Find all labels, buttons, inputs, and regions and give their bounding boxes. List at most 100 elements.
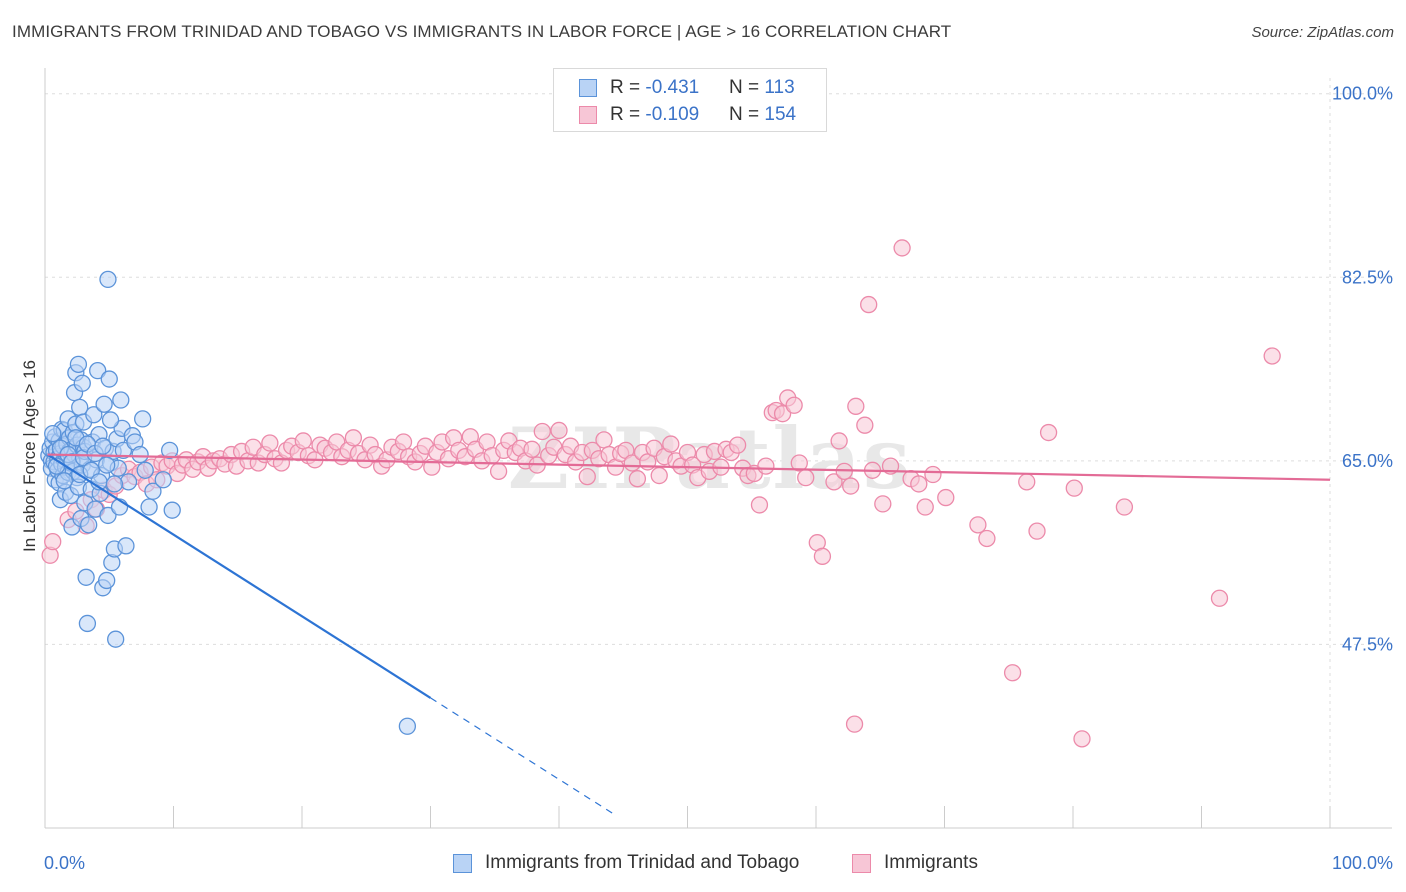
bottom-legend-swatch-pink bbox=[852, 854, 871, 873]
chart-source: Source: ZipAtlas.com bbox=[1251, 24, 1394, 41]
legend-swatch-pink bbox=[579, 106, 597, 124]
legend-r-value: -0.109 bbox=[645, 104, 700, 125]
legend-r: R = -0.109 bbox=[610, 104, 699, 126]
trinidad-tobago-point bbox=[89, 362, 107, 380]
trinidad-tobago-point bbox=[107, 630, 125, 648]
trinidad-tobago-point bbox=[100, 370, 118, 388]
legend-r-label: R = bbox=[610, 77, 646, 98]
immigrants-point bbox=[728, 436, 747, 454]
immigrants-point bbox=[797, 469, 815, 487]
trinidad-tobago-point bbox=[73, 374, 91, 392]
trinidad-tobago-point bbox=[71, 398, 89, 417]
immigrants-point bbox=[978, 529, 996, 548]
legend-row-immigrants: R = -0.109 N = 154 bbox=[554, 102, 826, 128]
trinidad-tobago-point bbox=[160, 441, 179, 460]
immigrants-point bbox=[790, 454, 808, 472]
immigrants-point bbox=[550, 421, 568, 440]
trinidad-tobago-point bbox=[105, 475, 124, 493]
trinidad-tobago-point bbox=[98, 456, 116, 474]
immigrants-point bbox=[1003, 664, 1022, 682]
x-tick-label: 100.0% bbox=[1332, 853, 1393, 873]
immigrants-point bbox=[1115, 498, 1134, 516]
immigrants-point bbox=[1263, 347, 1281, 365]
immigrants-point bbox=[773, 405, 792, 423]
immigrants-point bbox=[924, 465, 942, 484]
trinidad-tobago-point bbox=[112, 391, 130, 409]
immigrants-point bbox=[533, 422, 551, 441]
trinidad-tobago-point bbox=[163, 501, 181, 519]
immigrants-point bbox=[910, 475, 928, 493]
immigrants-point bbox=[845, 715, 864, 733]
immigrants-point bbox=[860, 295, 878, 314]
trinidad-tobago-point bbox=[114, 441, 133, 460]
trinidad-tobago-point bbox=[95, 395, 113, 413]
trinidad-tobago-point bbox=[78, 614, 97, 633]
immigrants-point bbox=[969, 516, 987, 534]
trinidad-tobago-point bbox=[69, 355, 88, 374]
legend-r: R = -0.431 bbox=[610, 77, 699, 99]
y-tick-label: 47.5% bbox=[1342, 634, 1393, 654]
bottom-legend-swatch-blue bbox=[453, 854, 472, 873]
immigrants-point bbox=[394, 433, 413, 451]
trinidad-tobago-point bbox=[134, 410, 152, 428]
trend-lines bbox=[46, 453, 1331, 815]
y-tick-label: 100.0% bbox=[1332, 84, 1393, 104]
immigrants-point bbox=[662, 435, 680, 453]
trinidad-tobago-point bbox=[94, 437, 112, 455]
trinidad-tobago-point bbox=[140, 498, 158, 516]
trinidad-tobago-trend-extension bbox=[430, 697, 615, 815]
trinidad-tobago-point bbox=[99, 270, 117, 289]
trinidad-tobago-trend-line bbox=[46, 453, 432, 699]
immigrants-point bbox=[916, 498, 934, 516]
immigrants-point bbox=[757, 457, 775, 475]
legend-swatch-blue bbox=[579, 79, 597, 97]
immigrants-point bbox=[489, 462, 508, 481]
trinidad-tobago-points bbox=[40, 270, 417, 735]
immigrants-point bbox=[261, 434, 279, 452]
immigrants-point bbox=[750, 496, 769, 514]
legend-r-label: R = bbox=[610, 104, 646, 125]
trinidad-tobago-point bbox=[99, 506, 117, 525]
immigrants-point bbox=[813, 547, 832, 565]
trinidad-tobago-point bbox=[119, 473, 138, 491]
legend-r-value: -0.431 bbox=[645, 77, 700, 98]
immigrants-point bbox=[785, 396, 803, 414]
legend-row-trinidad: R = -0.431 N = 113 bbox=[554, 75, 826, 101]
tick-labels: 47.5% 65.0% 82.5% 100.0% 0.0% 100.0% bbox=[44, 84, 1393, 873]
immigrants-point bbox=[44, 532, 62, 551]
trinidad-tobago-point bbox=[101, 411, 120, 429]
trinidad-tobago-point bbox=[55, 472, 73, 490]
immigrants-point bbox=[1210, 589, 1229, 607]
immigrants-point bbox=[856, 416, 874, 434]
immigrants-point bbox=[1039, 423, 1058, 442]
trinidad-tobago-point bbox=[98, 571, 116, 590]
immigrants-point bbox=[825, 473, 843, 491]
immigrants-point bbox=[578, 467, 596, 486]
legend-n-label: N = bbox=[729, 104, 765, 125]
y-axis-label: In Labor Force | Age > 16 bbox=[20, 360, 39, 552]
correlation-legend: R = -0.431 N = 113 R = -0.109 N = 154 bbox=[553, 68, 827, 132]
immigrants-point bbox=[1018, 473, 1036, 491]
trinidad-tobago-point bbox=[117, 537, 135, 555]
chart-title: IMMIGRANTS FROM TRINIDAD AND TOBAGO VS I… bbox=[12, 22, 952, 41]
bottom-legend-label: Immigrants from Trinidad and Tobago bbox=[485, 852, 800, 873]
immigrants-point bbox=[1028, 522, 1046, 540]
immigrants-point bbox=[830, 432, 848, 450]
immigrants-point bbox=[628, 470, 647, 488]
immigrants-point bbox=[1073, 730, 1091, 748]
immigrants-point bbox=[595, 431, 613, 449]
trinidad-tobago-point bbox=[136, 461, 154, 479]
immigrants-point bbox=[937, 488, 955, 507]
immigrants-point bbox=[874, 495, 892, 513]
trinidad-tobago-point bbox=[154, 471, 172, 489]
trinidad-tobago-point bbox=[44, 424, 62, 443]
immigrants-point bbox=[294, 432, 312, 450]
legend-n-value: 154 bbox=[764, 104, 797, 125]
trinidad-tobago-point bbox=[80, 516, 98, 534]
legend-n-value: 113 bbox=[764, 77, 795, 98]
immigrants-point bbox=[1065, 479, 1083, 497]
x-tick-label: 0.0% bbox=[44, 853, 85, 873]
immigrants-point bbox=[650, 466, 668, 485]
trinidad-tobago-point bbox=[144, 482, 162, 500]
